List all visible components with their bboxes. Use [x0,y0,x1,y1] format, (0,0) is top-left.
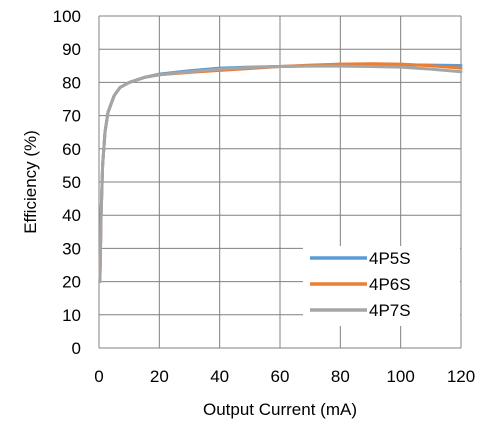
grid [98,15,462,349]
x-tick-label: 40 [210,367,229,386]
y-tick-label: 20 [62,273,81,292]
y-tick-label: 0 [72,339,81,358]
y-tick-label: 40 [62,206,81,225]
legend-label: 4P7S [369,301,411,320]
y-axis-title: Efficiency (%) [21,130,40,234]
y-tick-label: 100 [53,7,81,26]
x-tick-label: 20 [150,367,169,386]
series-line-4p7s [98,64,463,284]
x-tick-label: 120 [447,367,475,386]
legend: 4P5S 4P6S 4P7S [303,246,460,326]
x-tick-label: 60 [271,367,290,386]
x-tick-label: 0 [94,367,103,386]
legend-label: 4P5S [369,249,411,268]
y-tick-label: 60 [62,140,81,159]
y-tick-label: 10 [62,306,81,325]
series-lines [98,62,463,284]
x-axis-title: Output Current (mA) [203,400,357,419]
y-tick-label: 90 [62,40,81,59]
y-tick-labels: 0 10 20 30 40 50 60 70 80 90 100 [53,7,81,358]
y-tick-label: 70 [62,107,81,126]
x-tick-labels: 0 20 40 60 80 100 120 [94,367,475,386]
x-tick-label: 80 [331,367,350,386]
legend-label: 4P6S [369,275,411,294]
y-tick-label: 30 [62,239,81,258]
y-tick-label: 80 [62,73,81,92]
y-tick-label: 50 [62,173,81,192]
x-tick-label: 100 [386,367,414,386]
